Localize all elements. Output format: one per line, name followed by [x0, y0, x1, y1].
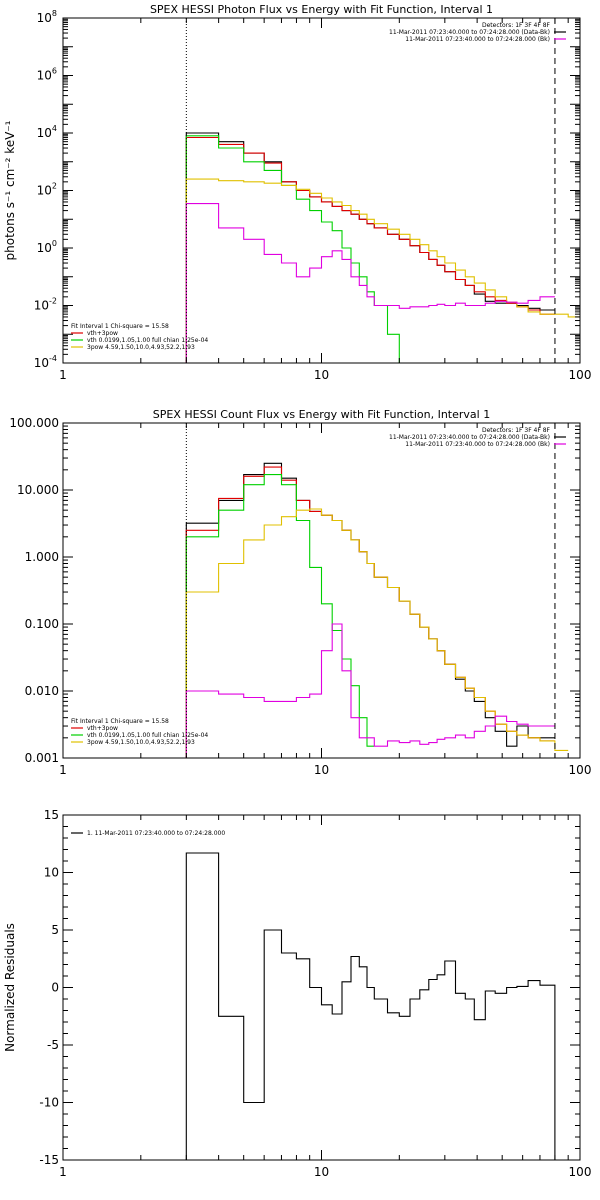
legend-right-text: 11-Mar-2011 07:23:40.000 to 07:24:28.000… [405, 36, 550, 43]
legend-left-text: vth 0.0199,1.05,1.00 full chian 1.25e-04 [87, 337, 208, 344]
series-4-line [185, 203, 555, 363]
x-tick-label: 10 [314, 368, 329, 382]
y-tick-label: 10.000 [17, 483, 59, 497]
legend-left-text: 3pow 4.59,1.50,10.0,4.93,52.2,1.93 [87, 344, 195, 351]
y-tick-label: 100.000 [9, 416, 59, 430]
y-tick-label: 5 [51, 923, 59, 937]
y-axis-label: Normalized Residuals [3, 923, 17, 1052]
x-tick-label: 1 [59, 368, 67, 382]
x-tick-label: 1 [59, 1165, 67, 1179]
y-tick-label: 108 [37, 9, 57, 25]
series-0-line [185, 852, 556, 1160]
legend-left-text: vth+3pow [87, 330, 118, 337]
y-tick-label: 102 [37, 182, 57, 198]
legend-right-text: Detectors: 1F 3F 4F 8F [482, 427, 551, 434]
x-tick-label: 1 [59, 763, 67, 777]
y-tick-label: 0.010 [25, 684, 59, 698]
y-tick-label: -10 [39, 1096, 59, 1110]
y-tick-label: 10-4 [34, 354, 57, 370]
x-tick-label: 10 [314, 763, 329, 777]
photon-flux-panel: SPEX HESSI Photon Flux vs Energy with Fi… [3, 3, 591, 382]
y-tick-label: -5 [47, 1038, 59, 1052]
y-tick-label: 0.001 [25, 751, 59, 765]
legend-left-text: 1. 11-Mar-2011 07:23:40.000 to 07:24:28.… [87, 830, 225, 837]
y-tick-label: -15 [39, 1153, 59, 1167]
legend-right-text: 11-Mar-2011 07:23:40.000 to 07:24:28.000… [389, 434, 550, 441]
chart-title: SPEX HESSI Count Flux vs Energy with Fit… [153, 408, 490, 421]
legend-right-text: Detectors: 1F 3F 4F 8F [482, 22, 551, 29]
y-tick-label: 1.000 [25, 550, 59, 564]
chart-title: SPEX HESSI Photon Flux vs Energy with Fi… [150, 3, 493, 16]
count-flux-panel: SPEX HESSI Count Flux vs Energy with Fit… [9, 408, 591, 777]
y-tick-label: 0.100 [25, 617, 59, 631]
residuals-panel: Normalized Residuals 1 10 100 -15 -10 -5 0 5 10 15… [3, 808, 591, 1179]
legend-left-text: Fit Interval 1 Chi-square = 15.58 [71, 323, 169, 330]
x-tick-label: 100 [569, 368, 592, 382]
y-tick-label: 10-2 [34, 297, 57, 313]
x-tick-label: 100 [569, 763, 592, 777]
y-tick-label: 100 [37, 239, 57, 255]
y-axis-label: photons s⁻¹ cm⁻² keV⁻¹ [3, 120, 17, 260]
legend-right-text: 11-Mar-2011 07:23:40.000 to 07:24:28.000… [405, 441, 550, 448]
legend-left-text: vth 0.0199,1.05,1.00 full chian 1.25e-04 [87, 732, 208, 739]
x-tick-label: 100 [569, 1165, 592, 1179]
legend-right-text: 11-Mar-2011 07:23:40.000 to 07:24:28.000… [389, 29, 550, 36]
series-4-line [185, 623, 555, 758]
y-tick-label: 15 [44, 808, 59, 822]
y-tick-label: 10 [44, 866, 59, 880]
y-tick-label: 104 [37, 124, 57, 140]
series-3-line [185, 178, 580, 363]
series-2-line [185, 474, 375, 758]
legend-left-text: Fit Interval 1 Chi-square = 15.58 [71, 718, 169, 725]
legend-left-text: 3pow 4.59,1.50,10.0,4.93,52.2,1.93 [87, 739, 195, 746]
series-3-line [185, 508, 569, 758]
legend-left-text: vth+3pow [87, 725, 118, 732]
y-tick-label: 0 [51, 981, 59, 995]
x-tick-label: 10 [314, 1165, 329, 1179]
y-tick-label: 106 [37, 67, 57, 83]
